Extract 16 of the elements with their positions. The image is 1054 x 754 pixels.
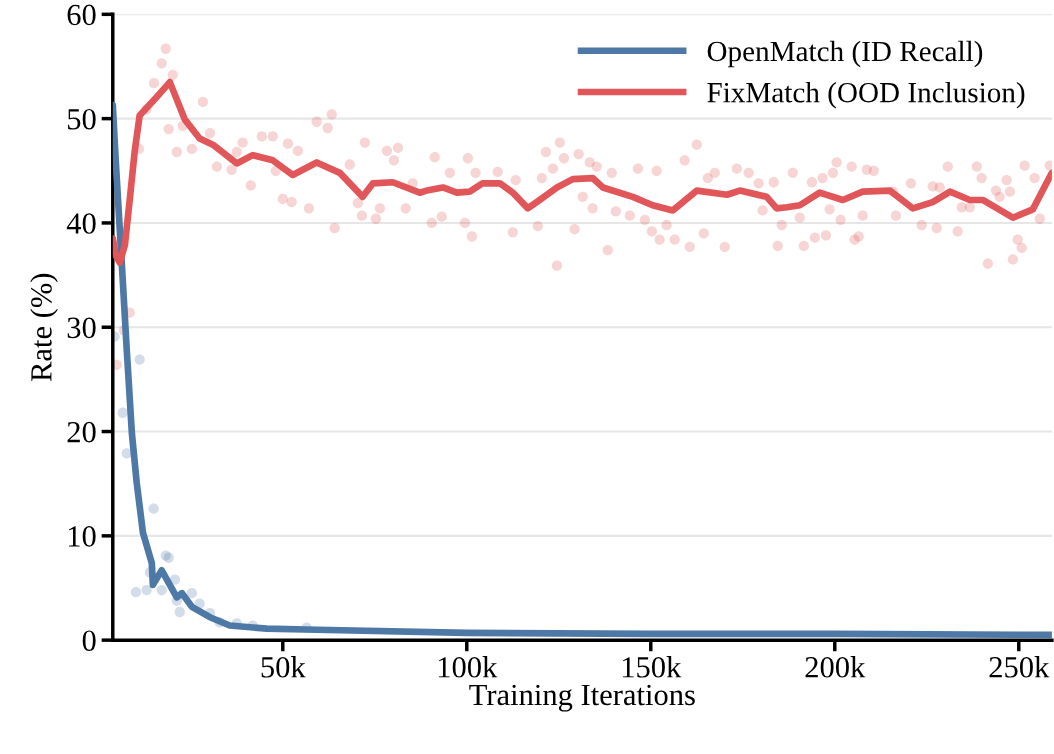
x-tick-label: 150k: [622, 656, 682, 678]
y-tick-label: 10: [68, 526, 96, 547]
y-tick-label: 20: [67, 421, 96, 443]
y-tick-label: 0: [82, 630, 96, 652]
x-tick-label: 200k: [805, 656, 866, 678]
y-tick-label: 30: [67, 317, 96, 339]
x-tick-label: 100k: [438, 656, 498, 678]
x-tick-label: 250k: [989, 656, 1050, 678]
legend-label: FixMatch (OOD Inclusion): [707, 81, 1025, 109]
legend-label: OpenMatch (ID Recall): [707, 40, 983, 68]
y-tick-label: 40: [66, 213, 96, 234]
y-tick-label: 50: [68, 108, 96, 130]
y-axis-title: Rate (%): [30, 273, 58, 382]
x-tick-label: 50k: [261, 656, 306, 678]
x-axis-title: Training Iterations: [469, 684, 695, 712]
y-tick-label: 60: [67, 4, 96, 26]
